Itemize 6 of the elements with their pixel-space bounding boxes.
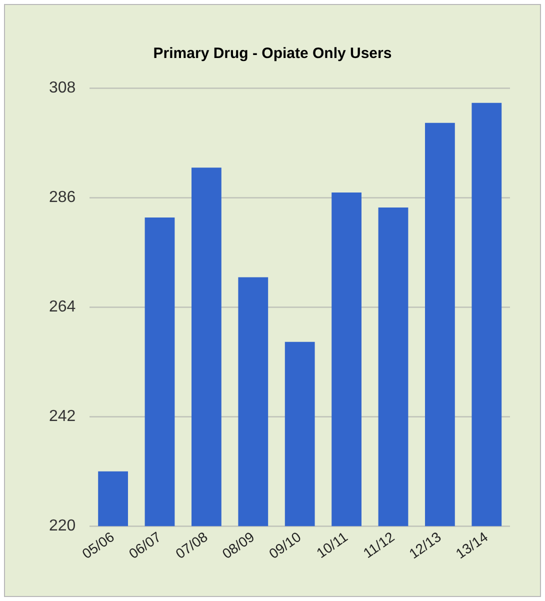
y-tick-label: 308 [48, 79, 76, 96]
y-tick-label: 286 [48, 188, 76, 206]
y-tick-label: 264 [48, 298, 76, 316]
chart-title: Primary Drug - Opiate Only Users [153, 45, 392, 62]
y-tick-label: 242 [48, 408, 76, 426]
y-tick-label: 220 [48, 518, 76, 535]
